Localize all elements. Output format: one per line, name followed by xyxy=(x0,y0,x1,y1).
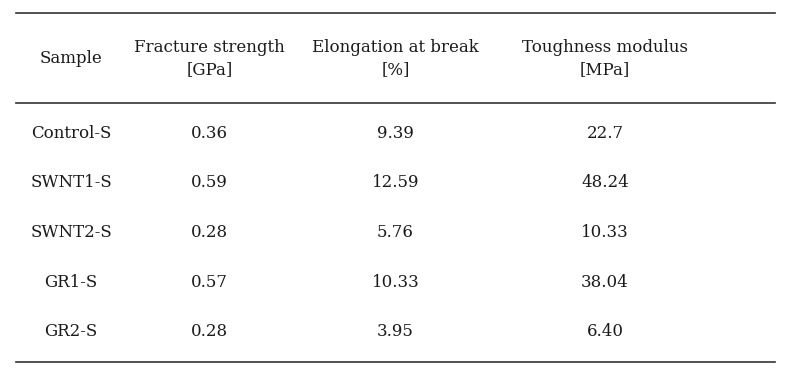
Text: 0.28: 0.28 xyxy=(191,323,228,340)
Text: 0.28: 0.28 xyxy=(191,224,228,241)
Text: Sample: Sample xyxy=(40,49,103,67)
Text: GR1-S: GR1-S xyxy=(44,274,98,291)
Text: SWNT2-S: SWNT2-S xyxy=(30,224,112,241)
Text: 22.7: 22.7 xyxy=(587,125,623,142)
Text: 38.04: 38.04 xyxy=(581,274,629,291)
Text: 6.40: 6.40 xyxy=(587,323,623,340)
Text: Toughness modulus
[MPa]: Toughness modulus [MPa] xyxy=(522,38,688,78)
Text: Elongation at break
[%]: Elongation at break [%] xyxy=(312,38,479,78)
Text: 5.76: 5.76 xyxy=(377,224,414,241)
Text: 12.59: 12.59 xyxy=(372,174,419,191)
Text: 10.33: 10.33 xyxy=(581,224,629,241)
Text: Control-S: Control-S xyxy=(31,125,112,142)
Text: Fracture strength
[GPa]: Fracture strength [GPa] xyxy=(134,38,285,78)
Text: SWNT1-S: SWNT1-S xyxy=(30,174,112,191)
Text: 0.57: 0.57 xyxy=(191,274,228,291)
Text: 48.24: 48.24 xyxy=(581,174,629,191)
Text: 9.39: 9.39 xyxy=(377,125,414,142)
Text: 10.33: 10.33 xyxy=(372,274,419,291)
Text: 3.95: 3.95 xyxy=(377,323,414,340)
Text: 0.59: 0.59 xyxy=(191,174,228,191)
Text: 0.36: 0.36 xyxy=(191,125,228,142)
Text: GR2-S: GR2-S xyxy=(44,323,98,340)
